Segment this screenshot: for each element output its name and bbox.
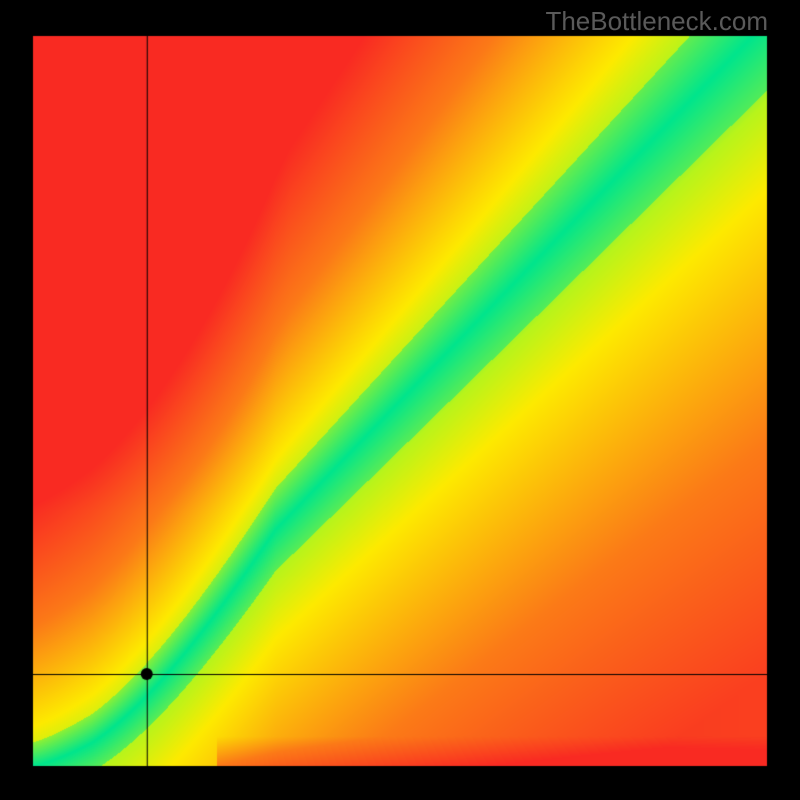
chart-container: TheBottleneck.com: [0, 0, 800, 800]
watermark-text: TheBottleneck.com: [545, 6, 768, 37]
bottleneck-heatmap: [0, 0, 800, 800]
